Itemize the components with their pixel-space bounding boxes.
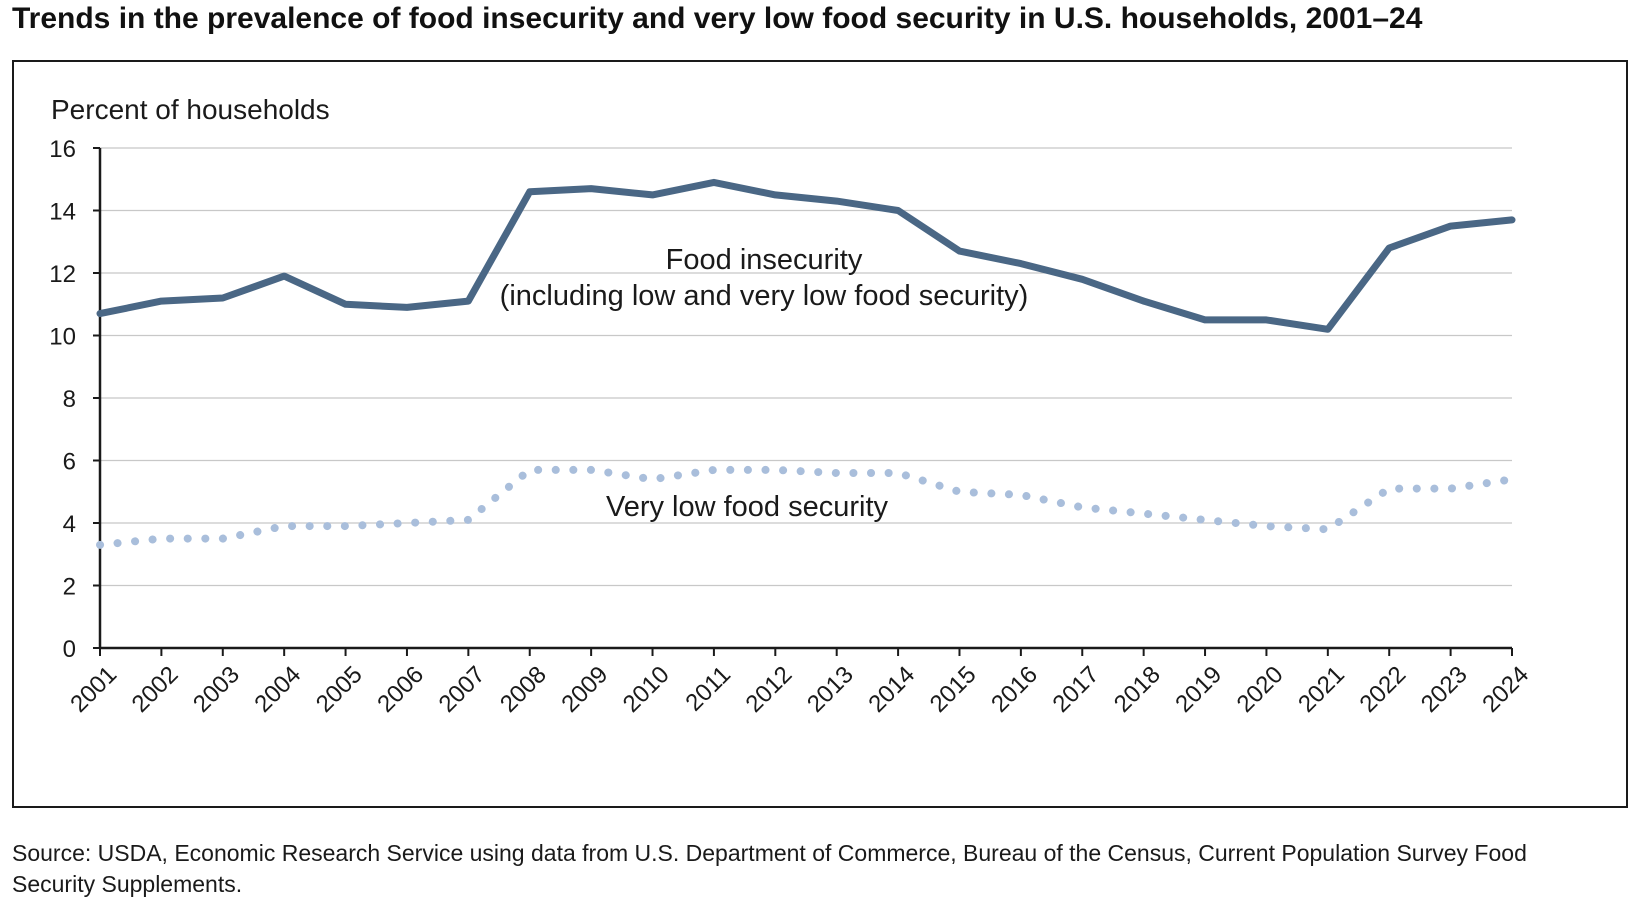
axes [98,148,1512,650]
x-tick-label-2017: 2017 [1048,661,1105,718]
x-tick-label-2005: 2005 [311,661,368,718]
x-tick-label-2006: 2006 [372,661,429,718]
x-tick-label-2013: 2013 [802,661,859,718]
series-lines [96,178,1516,549]
y-tick-label-4: 4 [63,511,76,538]
x-tick-label-2011: 2011 [680,661,736,717]
source-note: Source: USDA, Economic Research Service … [12,840,1527,897]
y-tick-label-6: 6 [63,449,76,476]
x-tick-label-2024: 2024 [1477,661,1534,718]
y-tick-label-14: 14 [49,199,76,226]
x-tick-label-2014: 2014 [863,661,920,718]
x-tick-label-2007: 2007 [434,661,491,718]
very-low-food-security-label: Very low food security [606,491,889,523]
y-tick-label-10: 10 [49,324,76,351]
x-tick-label-2012: 2012 [741,661,798,718]
series-line-food-insecurity [96,178,1516,333]
x-axis-ticks: 2001 2002 2003 2004 2005 2006 2007 2008 2009 2010… [65,648,1534,718]
x-tick-label-2023: 2023 [1416,661,1473,718]
x-tick-label-2008: 2008 [495,661,552,718]
x-tick-label-2020: 2020 [1232,661,1289,718]
x-tick-label-2015: 2015 [925,661,982,718]
y-tick-label-2: 2 [63,574,76,601]
x-tick-label-2001: 2001 [65,661,122,718]
food-insecurity-label-line1: Food insecurity [666,244,863,276]
y-tick-label-12: 12 [49,261,76,288]
x-tick-label-2022: 2022 [1354,661,1411,718]
x-tick-label-2021: 2021 [1293,661,1350,718]
chart-frame: Percent of households 0 2 4 6 8 10 12 14 16 2001… [12,60,1628,808]
x-tick-label-2016: 2016 [986,661,1043,718]
y-axis-ticks: 0 2 4 6 8 10 12 14 16 [49,136,100,663]
chart-title: Trends in the prevalence of food insecur… [12,2,1423,35]
y-tick-label-0: 0 [63,636,76,663]
x-tick-label-2004: 2004 [249,661,306,718]
food-insecurity-label-line2: (including low and very low food securit… [500,280,1029,312]
y-tick-label-8: 8 [63,386,76,413]
x-tick-label-2003: 2003 [188,661,245,718]
line-chart: Percent of households 0 2 4 6 8 10 12 14 16 2001… [49,94,1534,718]
x-tick-label-2019: 2019 [1170,661,1227,718]
x-tick-label-2018: 2018 [1109,661,1166,718]
y-axis-title: Percent of households [51,94,330,125]
y-tick-label-16: 16 [49,136,76,163]
gridlines [100,147,1512,587]
x-tick-label-2010: 2010 [618,661,675,718]
x-tick-label-2002: 2002 [127,661,184,718]
x-tick-label-2009: 2009 [556,661,613,718]
